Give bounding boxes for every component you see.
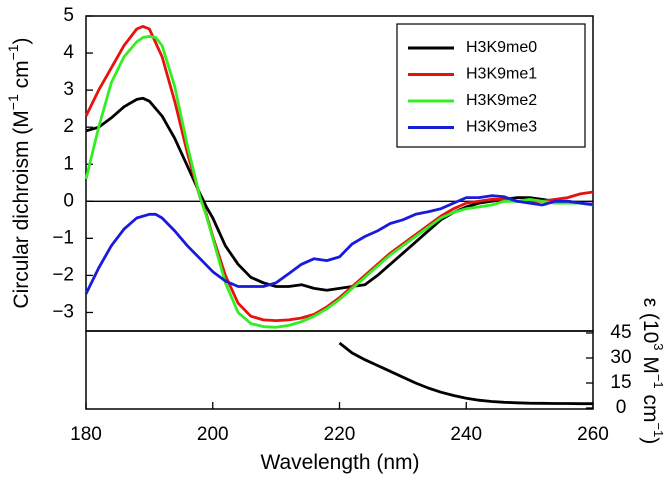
series-line-h3k9me3 bbox=[84, 194, 594, 295]
x-tick-label: 220 bbox=[324, 424, 356, 445]
epsilon-y-tick-label: 45 bbox=[610, 322, 631, 343]
epsilon-y-ticks: 0 15 30 45 bbox=[586, 322, 632, 418]
legend-items: H3K9me0 H3K9me1 H3K9me2 H3K9me3 bbox=[408, 39, 537, 136]
cd-y-tick-label: 1 bbox=[63, 153, 74, 174]
x-ticks: 180 200 220 240 260 bbox=[70, 402, 609, 445]
epsilon-plot-panel: 0 15 30 45 180 200 220 240 260 ε (103 M−1 cm−1)… bbox=[70, 298, 665, 474]
cd-y-tick-label: 4 bbox=[63, 42, 74, 63]
cd-y-tick-label: 0 bbox=[63, 190, 74, 211]
x-tick-label: 240 bbox=[450, 424, 482, 445]
x-tick-label: 200 bbox=[197, 424, 229, 445]
epsilon-line bbox=[338, 341, 593, 406]
cd-y-tick-label: 2 bbox=[63, 116, 74, 137]
epsilon-series-line bbox=[338, 341, 593, 406]
x-tick-label: 180 bbox=[70, 424, 102, 445]
cd-plot-panel: −3 −2 −1 0 1 2 3 4 5 Circular dichroism (M−1 cm−… bbox=[5, 5, 594, 332]
legend-label-h3k9me2: H3K9me2 bbox=[466, 92, 537, 109]
cd-series-lines bbox=[84, 25, 594, 329]
series-line-h3k9me1 bbox=[84, 25, 594, 322]
x-tick-label: 260 bbox=[577, 424, 609, 445]
legend-label-h3k9me1: H3K9me1 bbox=[466, 66, 537, 83]
legend: H3K9me0 H3K9me1 H3K9me2 H3K9me3 bbox=[396, 23, 586, 148]
cd-y-axis-title: Circular dichroism (M−1 cm−1) bbox=[5, 37, 33, 308]
legend-label-h3k9me3: H3K9me3 bbox=[466, 119, 537, 136]
x-axis-title: Wavelength (nm) bbox=[260, 451, 419, 474]
cd-y-axis-title-text: Circular dichroism (M−1 cm−1) bbox=[5, 37, 33, 308]
cd-y-ticks: −3 −2 −1 0 1 2 3 4 5 bbox=[52, 5, 93, 322]
cd-y-tick-label: −2 bbox=[52, 264, 74, 285]
epsilon-y-tick-label: 0 bbox=[616, 397, 627, 418]
epsilon-y-axis-title-text: ε (103 M−1 cm−1) bbox=[639, 298, 665, 445]
cd-y-tick-label: 3 bbox=[63, 79, 74, 100]
series-line-h3k9me2 bbox=[84, 35, 594, 329]
epsilon-y-tick-label: 15 bbox=[610, 372, 631, 393]
epsilon-y-axis-title: ε (103 M−1 cm−1) bbox=[639, 298, 665, 445]
legend-label-h3k9me0: H3K9me0 bbox=[466, 39, 537, 56]
cd-y-tick-label: −1 bbox=[52, 227, 74, 248]
cd-y-tick-label: −3 bbox=[52, 301, 74, 322]
epsilon-plot-frame bbox=[85, 330, 594, 410]
epsilon-y-tick-label: 30 bbox=[610, 347, 631, 368]
cd-y-tick-label: 5 bbox=[63, 5, 74, 26]
